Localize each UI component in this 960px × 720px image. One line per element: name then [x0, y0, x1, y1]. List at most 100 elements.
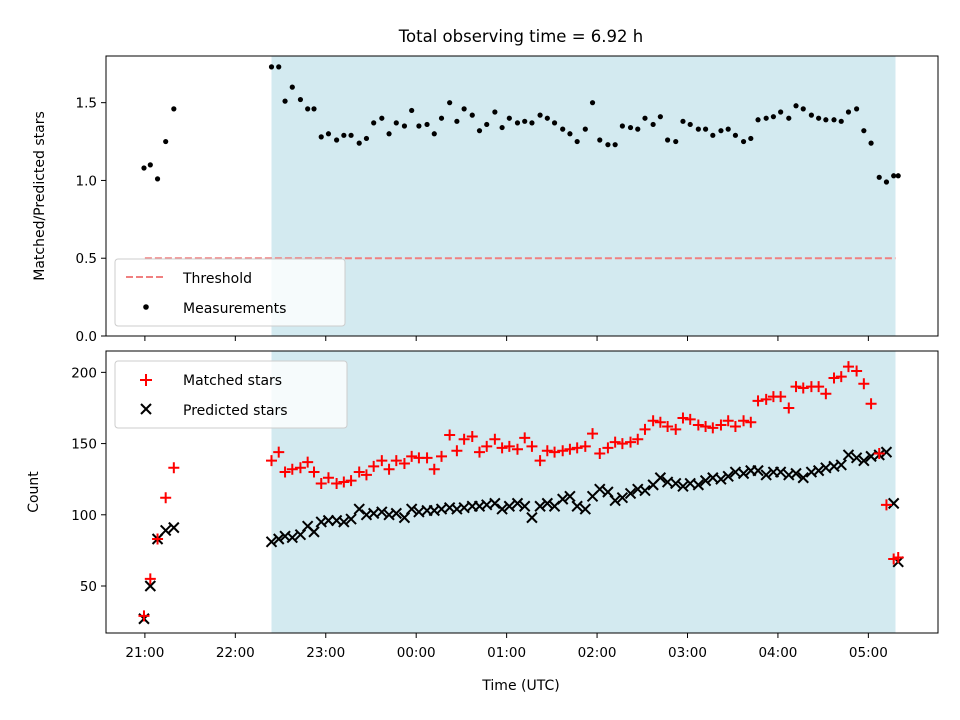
measurement-point	[786, 115, 792, 121]
measurement-point	[574, 138, 580, 145]
predicted-star-marker	[579, 503, 592, 515]
measurement-point	[393, 120, 399, 126]
measurement-point	[499, 124, 505, 131]
predicted-star-marker	[322, 514, 335, 527]
matched-star-marker	[273, 446, 285, 458]
predicted-star-marker	[842, 449, 855, 461]
top-y-tick-label: 1.0	[76, 173, 97, 189]
predicted-star-marker	[699, 474, 712, 487]
measurement-point	[868, 140, 874, 146]
predicted-star-marker	[594, 483, 606, 495]
top-y-axis-label: Matched/Predicted stars	[32, 111, 48, 281]
matched-stars-points	[138, 361, 904, 622]
predicted-star-marker	[556, 493, 569, 505]
matched-star-marker	[458, 433, 470, 445]
measurement-point	[282, 98, 288, 104]
matched-star-marker	[722, 415, 734, 427]
legend-matched-swatch	[140, 374, 152, 386]
matched-star-marker	[534, 455, 546, 467]
x-tick-label: 04:00	[758, 645, 797, 661]
matched-star-marker	[144, 573, 156, 585]
measurement-point	[687, 121, 693, 128]
predicted-star-marker	[880, 446, 893, 458]
measurement-point	[409, 107, 415, 114]
measurement-point	[492, 109, 498, 115]
measurement-point	[544, 115, 550, 121]
matched-star-marker	[783, 402, 795, 414]
measurement-point	[529, 120, 535, 126]
matched-star-marker	[865, 398, 877, 410]
matched-star-marker	[286, 463, 298, 475]
measurement-point	[642, 115, 648, 121]
predicted-star-marker	[670, 477, 682, 490]
matched-star-marker	[858, 378, 870, 390]
bottom-legend-box	[114, 360, 348, 429]
predicted-star-marker	[722, 470, 734, 483]
top-y-tick-label: 1.5	[76, 96, 97, 112]
matched-star-marker	[662, 420, 674, 432]
measurement-point	[325, 131, 332, 137]
matched-star-marker	[594, 448, 606, 460]
measurement-point	[371, 120, 377, 126]
measurement-point	[876, 174, 882, 180]
matched-star-marker	[503, 440, 515, 452]
measurement-point	[748, 135, 754, 142]
measurement-point	[808, 112, 814, 118]
matched-star-marker	[647, 415, 659, 427]
matched-star-marker	[616, 438, 628, 450]
matched-star-marker	[481, 440, 493, 452]
measurement-point	[665, 137, 671, 143]
predicted-star-marker	[850, 452, 863, 464]
matched-star-marker	[880, 499, 892, 511]
measurement-point	[778, 109, 784, 115]
matched-star-marker	[526, 440, 538, 452]
measurement-point	[597, 137, 603, 143]
matched-star-marker	[376, 455, 388, 467]
measurement-point	[147, 162, 153, 168]
predicted-star-marker	[737, 467, 750, 480]
matched-star-marker	[700, 420, 712, 432]
measurement-point	[469, 112, 475, 118]
matched-star-marker	[451, 445, 463, 457]
matched-star-marker	[302, 456, 314, 468]
top-y-axis: 0.0 0.5 1.0 1.5	[76, 96, 106, 345]
predicted-star-marker	[405, 503, 418, 515]
matched-star-marker	[496, 442, 508, 454]
matched-star-marker	[444, 429, 456, 441]
measurement-point	[695, 126, 701, 132]
matched-star-marker	[168, 462, 180, 474]
bottom-panel: 21:00 22:00 23:00 00:00 01:00 02:00 03:00 04:00…	[26, 350, 939, 694]
bottom-y-tick-label: 100	[71, 508, 97, 524]
matched-star-marker	[813, 381, 825, 393]
measurement-point	[635, 126, 641, 132]
matched-star-marker	[745, 416, 757, 428]
matched-star-marker	[797, 382, 809, 394]
measurement-point	[311, 106, 317, 112]
measurement-point	[356, 140, 362, 146]
matched-star-marker	[564, 443, 576, 455]
matched-star-marker	[436, 450, 448, 462]
matched-star-marker	[602, 442, 614, 454]
predicted-star-marker	[797, 472, 809, 484]
measurement-point	[710, 132, 716, 138]
predicted-star-marker	[541, 497, 554, 510]
x-tick-label: 03:00	[668, 645, 707, 661]
measurement-point	[560, 126, 566, 132]
matched-star-marker	[892, 552, 904, 564]
legend-predicted-label: Predicted stars	[183, 403, 288, 419]
measurement-point	[619, 123, 625, 129]
measurement-point	[793, 103, 799, 109]
measurement-point	[318, 134, 324, 140]
matched-star-marker	[587, 428, 599, 440]
predicted-star-marker	[265, 536, 278, 548]
matched-star-marker	[790, 381, 802, 393]
predicted-star-marker	[534, 500, 546, 512]
predicted-stars-points	[138, 446, 904, 625]
matched-star-marker	[331, 477, 343, 489]
matched-star-marker	[160, 492, 172, 504]
measurement-point	[650, 121, 656, 128]
matched-star-marker	[390, 455, 402, 467]
matched-star-marker	[873, 448, 885, 460]
x-tick-label: 21:00	[125, 645, 164, 661]
predicted-star-marker	[519, 500, 531, 512]
